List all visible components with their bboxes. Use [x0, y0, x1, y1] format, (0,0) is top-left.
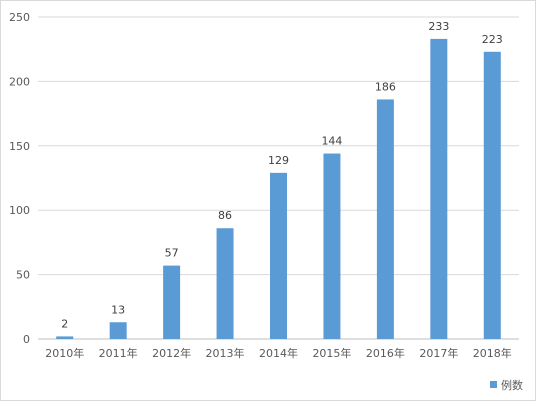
bar-2018年: [483, 51, 501, 339]
legend: 例数: [490, 378, 523, 392]
bar-2010年: [56, 336, 74, 339]
bars: [56, 38, 501, 340]
data-labels: 2 13 57 86 129 144 186 233 223: [61, 20, 503, 331]
data-label: 57: [165, 247, 179, 260]
x-tick-label: 2012年: [152, 346, 191, 360]
y-tick-label: 0: [23, 333, 30, 346]
y-tick-label: 250: [9, 11, 30, 24]
legend-swatch: [490, 381, 497, 388]
data-label: 186: [375, 80, 396, 93]
bar-2011年: [109, 322, 127, 339]
x-tick-label: 2010年: [45, 346, 84, 360]
bar-2013年: [216, 228, 234, 339]
data-label: 86: [218, 209, 232, 222]
data-label: 2: [61, 317, 68, 330]
data-label: 144: [321, 135, 342, 148]
data-label: 233: [428, 20, 449, 33]
x-tick-label: 2016年: [366, 346, 405, 360]
bar-2015年: [323, 153, 341, 339]
x-tick-label: 2014年: [259, 346, 298, 360]
data-label: 129: [268, 154, 289, 167]
x-tick-label: 2015年: [312, 346, 351, 360]
data-label: 223: [482, 33, 503, 46]
x-tick-label: 2011年: [99, 346, 138, 360]
legend-label: 例数: [501, 378, 523, 392]
x-tick-label: 2017年: [419, 346, 458, 360]
data-label: 13: [111, 303, 125, 316]
bar-2016年: [376, 99, 394, 339]
bar-2014年: [270, 172, 287, 339]
x-tick-label: 2018年: [473, 346, 512, 360]
y-tick-label: 100: [9, 204, 30, 217]
y-tick-label: 50: [16, 269, 30, 282]
x-tick-label: 2013年: [206, 346, 245, 360]
bar-2012年: [163, 265, 181, 339]
y-tick-label: 150: [9, 140, 30, 153]
bar-2017年: [430, 38, 448, 340]
y-tick-label: 200: [9, 75, 30, 88]
